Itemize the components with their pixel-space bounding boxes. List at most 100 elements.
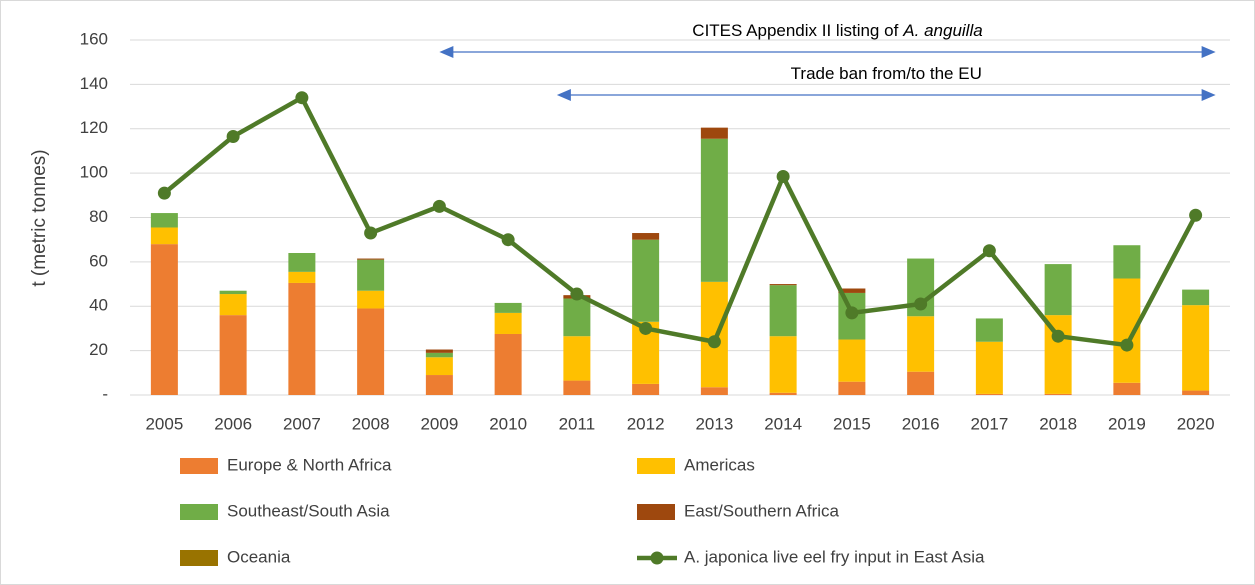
line-marker (157, 186, 171, 200)
y-tick-label: - (102, 384, 108, 403)
x-tick-label: 2014 (764, 414, 802, 433)
annotation-text: CITES Appendix II listing of (692, 21, 898, 40)
bar-segment (1182, 390, 1210, 395)
bar-segment (425, 375, 453, 395)
x-tick-label: 2010 (489, 414, 527, 433)
bar-segment (494, 333, 522, 395)
line-marker (914, 297, 928, 311)
bar-segment (1113, 382, 1141, 395)
bar-segment (150, 227, 178, 245)
x-tick-label: 2006 (214, 414, 252, 433)
line-series (162, 95, 1198, 348)
legend-label: Oceania (227, 547, 291, 566)
bar-segment (150, 244, 178, 395)
bar-segment (357, 308, 385, 395)
bar-segment (1113, 245, 1141, 279)
bar-segment (357, 290, 385, 309)
bar-segment (219, 315, 247, 395)
line-marker (982, 244, 996, 258)
x-tick-label: 2005 (145, 414, 183, 433)
line-marker (570, 287, 584, 301)
bar-segment (632, 233, 660, 240)
bar-segment (494, 302, 522, 313)
bar-segment (150, 213, 178, 228)
line-marker (432, 199, 446, 213)
legend-swatch (180, 550, 218, 566)
bar-segment (219, 290, 247, 295)
bar-segment (563, 298, 591, 337)
bar-segment (907, 316, 935, 372)
bar-segment (357, 259, 385, 291)
y-tick-label: 140 (80, 74, 108, 93)
bar-segment (769, 284, 797, 286)
x-tick-label: 2017 (970, 414, 1008, 433)
annotation-emphasis: A. anguilla (902, 21, 982, 40)
bar-segment (975, 393, 1003, 395)
y-axis-title: t (metric tonnes) (29, 149, 50, 286)
line-marker (226, 130, 240, 144)
bar-segment (838, 381, 866, 395)
line-marker (1189, 208, 1203, 222)
arrow-head (439, 46, 454, 58)
bar-segment (700, 281, 728, 388)
arrow-head (556, 89, 571, 101)
bar-segment (632, 239, 660, 322)
x-tick-label: 2008 (352, 414, 390, 433)
x-tick-label: 2007 (283, 414, 321, 433)
bar-segment (975, 318, 1003, 342)
y-tick-label: 40 (89, 296, 108, 315)
bar-segment (769, 336, 797, 393)
line-marker (364, 226, 378, 240)
y-tick-label: 100 (80, 163, 108, 182)
annotation: Trade ban from/to the EU (791, 64, 982, 83)
legend-label: East/Southern Africa (684, 501, 840, 520)
line-marker (1120, 338, 1134, 352)
x-tick-label: 2011 (559, 414, 596, 433)
bar-segment (1182, 305, 1210, 391)
annotation-text: Trade ban from/to the EU (791, 64, 982, 83)
x-tick-label: 2016 (902, 414, 940, 433)
y-tick-label: 60 (89, 251, 108, 270)
y-tick-label: 160 (80, 29, 108, 48)
bar-segment (425, 349, 453, 353)
arrow-head (1201, 46, 1216, 58)
line-marker (501, 233, 515, 247)
line-marker (295, 91, 309, 105)
bar-segment (425, 357, 453, 376)
bar-segment (632, 383, 660, 395)
bar-segment (700, 127, 728, 139)
x-tick-label: 2018 (1039, 414, 1077, 433)
bar-segment (563, 336, 591, 381)
legend-label: Europe & North Africa (227, 455, 392, 474)
bar-segment (769, 285, 797, 337)
y-tick-label: 20 (89, 340, 108, 359)
line-marker (1051, 329, 1065, 343)
bar-segment (425, 352, 453, 358)
bar-segment (357, 258, 385, 260)
bar-segment (907, 371, 935, 395)
legend-marker (650, 551, 664, 565)
line-marker (639, 321, 653, 335)
line-marker (845, 306, 859, 320)
bar-segment (494, 312, 522, 334)
bar-segment (975, 341, 1003, 394)
arrow-head (1201, 89, 1216, 101)
x-tick-label: 2020 (1177, 414, 1215, 433)
bar-segment (563, 380, 591, 395)
bar-segment (1044, 264, 1072, 316)
bar-segment (1044, 393, 1072, 395)
bar-segment (288, 282, 316, 395)
legend-swatch (637, 504, 675, 520)
bar-segment (700, 138, 728, 282)
bar-segment (838, 339, 866, 382)
bar-segment (838, 288, 866, 293)
legend-swatch (637, 458, 675, 474)
bar-segment (1182, 289, 1210, 306)
legend-label: A. japonica live eel fry input in East A… (684, 547, 985, 566)
legend-label: Americas (684, 455, 755, 474)
bar-segment (288, 271, 316, 283)
bar-segment (769, 392, 797, 395)
line-marker (707, 335, 721, 349)
x-tick-label: 2015 (833, 414, 871, 433)
